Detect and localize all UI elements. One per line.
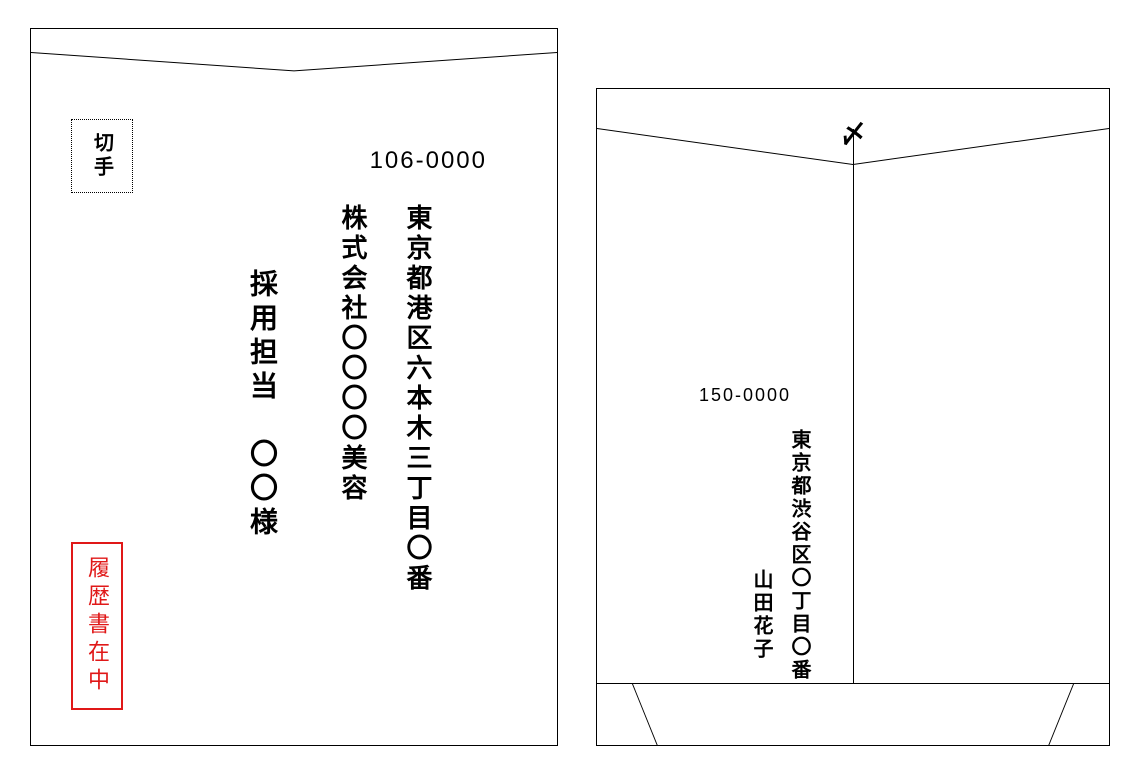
stamp-label: 切手	[88, 132, 117, 180]
back-center-seam	[853, 129, 854, 683]
sender-name: 山田花子	[747, 569, 776, 661]
back-top-flap-left	[597, 89, 853, 165]
front-flap-right	[294, 29, 557, 71]
recipient-address: 東京都港区六本木三丁目〇番	[400, 204, 437, 594]
recipient-attention: 採用担当 〇〇様	[242, 269, 282, 541]
front-flap-left	[31, 29, 294, 71]
back-bottom-flap	[597, 683, 1109, 745]
envelope-front: 切手 106-0000 東京都港区六本木三丁目〇番 株式会社〇〇〇〇美容 採用担…	[30, 28, 558, 746]
resume-enclosed-label: 履歴書在中	[85, 556, 110, 696]
recipient-company: 株式会社〇〇〇〇美容	[335, 204, 372, 504]
sender-address: 東京都渋谷区〇丁目〇番	[785, 429, 814, 682]
recipient-postal-code: 106-0000	[370, 147, 487, 175]
back-top-flap-right	[853, 89, 1109, 165]
resume-enclosed-badge: 履歴書在中	[71, 542, 123, 710]
sender-postal-code: 150-0000	[699, 385, 791, 406]
envelope-back: 〆 150-0000 東京都渋谷区〇丁目〇番 山田花子	[596, 88, 1110, 746]
stamp-placeholder: 切手	[71, 119, 133, 193]
